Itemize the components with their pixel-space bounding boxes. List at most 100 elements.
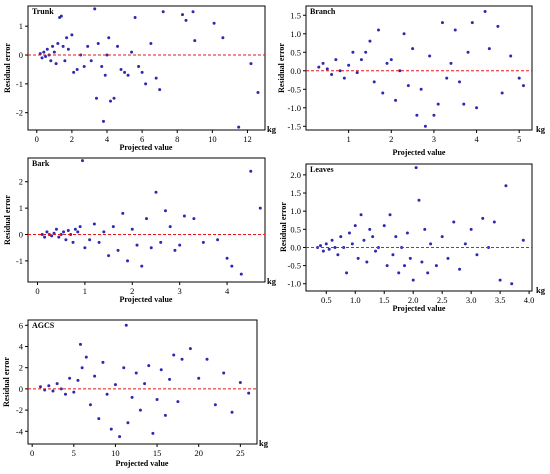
branch-data-point [330,72,334,76]
bark-plot-frame [27,157,266,283]
leaves-data-point [492,220,496,224]
branch-title: Branch [310,7,336,16]
trunk-data-point [89,59,93,63]
agcs-data-point [163,413,167,417]
branch-y-ticks: -1.5 -1.0 -0.5 0.0 0.5 1.0 1.5 [288,10,306,131]
trunk-y-tick-label: -2 [16,108,23,118]
leaves-x-tick-label: 2.0 [408,295,419,305]
bark-data-point [121,211,125,215]
leaves-y-tick-label: -0.5 [288,261,301,271]
trunk-data-point [100,65,104,69]
agcs-data-point [172,353,176,357]
trunk-x-tick-label: 6 [140,134,144,144]
leaves-y-tick-label: 1.0 [290,206,301,216]
branch-y-tick-label: -0.5 [288,84,301,94]
trunk-data-point [249,62,253,66]
bark-data-point [81,159,85,163]
agcs-data-point [230,410,234,414]
branch-x-tick-label: 3 [432,134,436,144]
trunk-data-point [123,70,127,74]
leaves-data-point [330,238,334,242]
panel-bark: Bark Residual error Projected value kg 0… [3,157,277,304]
agcs-x-tick-label: 20 [194,448,203,458]
trunk-x-tick-label: 10 [208,134,217,144]
leaves-data-point [414,166,418,170]
branch-data-point [496,24,500,28]
trunk-data-point [61,44,65,48]
bark-data-point [92,222,96,226]
leaves-data-point [405,231,409,235]
agcs-plot-frame [27,319,258,445]
branch-y-tick-label: 1.0 [290,29,301,39]
bark-data-point [154,190,158,194]
agcs-data-point [155,397,159,401]
agcs-data-point [159,368,163,372]
leaves-data-point [333,245,337,249]
bark-data-point [216,238,220,242]
leaves-data-point [469,227,473,231]
trunk-data-point [72,70,76,74]
trunk-data-point [184,18,188,22]
agcs-data-point [188,347,192,351]
bark-x-tick-label: 0 [35,286,39,296]
bark-points [40,159,262,276]
agcs-data-point [130,395,134,399]
trunk-ylabel: Residual error [3,43,12,93]
agcs-unit: kg [259,438,269,448]
bark-data-point [135,243,139,247]
trunk-data-point [40,56,44,60]
branch-data-point [406,84,410,88]
trunk-title: Trunk [32,7,54,16]
leaves-x-ticks: 0.5 1.0 1.5 2.0 2.5 3.0 3.5 4.0 [321,291,534,305]
trunk-y-ticks: -2 -1 0 1 [16,21,28,118]
bark-data-point [64,238,68,242]
trunk-data-point [49,59,53,63]
bark-data-point [230,264,234,268]
leaves-unit: kg [536,285,546,295]
leaves-data-point [345,271,349,275]
trunk-data-point [133,16,137,20]
agcs-data-point [138,408,142,412]
trunk-data-point [42,50,46,54]
leaves-data-point [365,260,369,264]
branch-x-tick-label: 2 [389,134,393,144]
trunk-data-point [237,125,241,129]
trunk-data-point [101,119,105,123]
agcs-data-point [168,377,172,381]
leaves-x-tick-label: 2.5 [437,295,448,305]
branch-data-point [500,91,504,95]
agcs-xlabel: Projected value [116,459,169,468]
leaves-x-tick-label: 4.0 [524,295,535,305]
bark-x-tick-label: 1 [83,286,87,296]
trunk-data-point [180,13,184,17]
branch-data-point [342,76,346,80]
trunk-data-point [96,41,100,45]
leaves-y-tick-label: -1.0 [288,279,301,289]
agcs-x-tick-label: 10 [111,448,120,458]
branch-y-tick-label: -1.0 [288,103,301,113]
leaves-data-point [510,282,514,286]
agcs-data-point [72,390,76,394]
agcs-x-ticks: 0 5 10 15 20 25 [30,444,245,458]
leaves-data-point [521,238,525,242]
leaves-data-point [374,249,378,253]
agcs-data-point [143,382,147,386]
bark-data-point [71,240,75,244]
bark-data-point [59,233,63,237]
bark-y-tick-label: 1 [19,203,23,213]
trunk-data-point [75,67,79,71]
bark-x-tick-label: 2 [130,286,134,296]
trunk-data-point [52,50,56,54]
trunk-data-point [38,52,42,56]
panel-leaves: Leaves Residual error Projected value kg… [279,163,546,313]
bark-data-point [43,235,47,239]
branch-data-point [470,21,474,25]
trunk-data-point [51,44,55,48]
bark-ylabel: Residual error [3,195,12,245]
bark-data-point [192,217,196,221]
branch-points [317,10,525,128]
leaves-data-point [397,271,401,275]
trunk-data-point [144,82,148,86]
leaves-x-tick-label: 1.5 [379,295,390,305]
trunk-data-point [154,76,158,80]
